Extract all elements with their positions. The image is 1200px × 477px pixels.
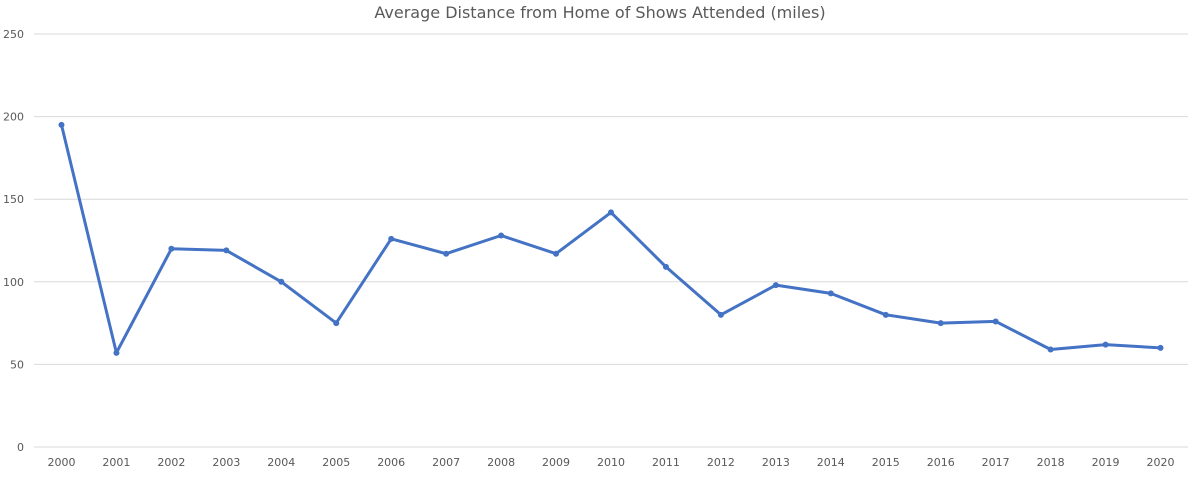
y-tick-label-100: 100 <box>3 276 24 289</box>
data-point-2005 <box>333 320 340 327</box>
chart-title: Average Distance from Home of Shows Atte… <box>374 3 826 22</box>
y-tick-label-250: 250 <box>3 28 24 41</box>
data-point-2008 <box>498 232 505 239</box>
y-tick-label-150: 150 <box>3 193 24 206</box>
data-point-2012 <box>717 311 724 318</box>
x-tick-label-2006: 2006 <box>377 456 405 469</box>
x-tick-label-2001: 2001 <box>102 456 130 469</box>
data-point-2007 <box>443 250 450 257</box>
data-point-2013 <box>772 282 779 289</box>
data-point-2014 <box>827 290 834 297</box>
data-point-2002 <box>168 245 175 252</box>
data-point-2018 <box>1047 346 1054 353</box>
data-point-2010 <box>608 209 614 216</box>
data-point-2006 <box>388 235 395 242</box>
data-point-2004 <box>278 278 285 285</box>
x-tick-label-2017: 2017 <box>982 456 1010 469</box>
data-point-2015 <box>882 311 889 318</box>
x-tick-label-2009: 2009 <box>542 456 570 469</box>
data-point-2020 <box>1157 344 1164 351</box>
data-point-2017 <box>992 318 999 325</box>
x-tick-label-2013: 2013 <box>762 456 790 469</box>
data-point-2003 <box>223 247 230 254</box>
y-tick-label-200: 200 <box>3 111 24 124</box>
x-tick-label-2011: 2011 <box>652 456 680 469</box>
y-tick-label-50: 50 <box>10 358 24 371</box>
x-tick-label-2019: 2019 <box>1092 456 1120 469</box>
x-tick-label-2007: 2007 <box>432 456 460 469</box>
x-tick-label-2008: 2008 <box>487 456 515 469</box>
y-tick-label-0: 0 <box>17 441 24 454</box>
x-tick-label-2014: 2014 <box>817 456 845 469</box>
x-tick-label-2004: 2004 <box>267 456 295 469</box>
x-tick-label-2016: 2016 <box>927 456 955 469</box>
x-tick-label-2020: 2020 <box>1147 456 1175 469</box>
data-point-2019 <box>1102 341 1109 348</box>
x-tick-label-2003: 2003 <box>212 456 240 469</box>
x-tick-label-2010: 2010 <box>597 456 625 469</box>
data-point-2016 <box>937 320 944 327</box>
x-tick-label-2015: 2015 <box>872 456 900 469</box>
data-point-2011 <box>662 263 669 270</box>
x-tick-label-2012: 2012 <box>707 456 735 469</box>
data-point-2009 <box>553 250 560 257</box>
x-tick-label-2005: 2005 <box>322 456 350 469</box>
x-tick-label-2000: 2000 <box>47 456 75 469</box>
x-tick-label-2018: 2018 <box>1037 456 1065 469</box>
data-point-2000 <box>58 121 65 128</box>
data-point-2001 <box>113 349 120 356</box>
x-tick-label-2002: 2002 <box>157 456 185 469</box>
